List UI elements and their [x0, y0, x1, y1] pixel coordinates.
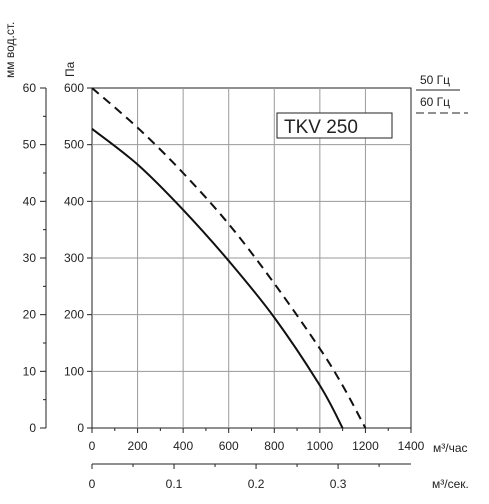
y-tick-label: 300: [64, 251, 84, 265]
y2-tick-label: 50: [23, 138, 37, 152]
y-tick-label: 100: [64, 364, 84, 378]
y2-tick-label: 0: [29, 421, 36, 435]
series-line-60hz: [91, 87, 367, 429]
legend-entry-60hz: 60 Гц: [420, 95, 450, 109]
x2-tick-label: 0.2: [248, 477, 265, 491]
x-tick-label: 200: [128, 439, 148, 453]
x-tick-label: 800: [264, 439, 284, 453]
x-tick-label: 600: [219, 439, 239, 453]
y-tick-label: 0: [77, 421, 84, 435]
x-tick-label: 1200: [352, 439, 379, 453]
y2-tick-label: 40: [23, 194, 37, 208]
x2-tick-label: 0: [89, 477, 96, 491]
grid: [91, 87, 412, 429]
x2-axis-label: м³/сек.: [432, 477, 469, 491]
axes: [40, 87, 412, 469]
y-tick-label: 400: [64, 194, 84, 208]
y2-tick-label: 10: [23, 364, 37, 378]
x-tick-label: 1000: [307, 439, 334, 453]
y2-tick-label: 20: [23, 308, 37, 322]
legend-entry-50hz: 50 Гц: [420, 73, 450, 87]
x2-tick-label: 0.1: [166, 477, 183, 491]
x-tick-label: 0: [89, 439, 96, 453]
x-tick-label: 1400: [398, 439, 425, 453]
x-tick-label: 400: [173, 439, 193, 453]
y2-axis-label: мм вод.ст.: [3, 22, 17, 78]
x2-tick-label: 0.3: [330, 477, 347, 491]
y-tick-label: 500: [64, 138, 84, 152]
y-tick-label: 600: [64, 81, 84, 95]
chart-title: TKV 250: [284, 117, 358, 138]
series-line-50hz: [91, 128, 344, 429]
y-axis-label: Па: [63, 61, 77, 77]
curves: [91, 87, 367, 429]
y-tick-label: 200: [64, 308, 84, 322]
tick-labels: 0 200 400 600 800 1000 1200 1400010020030040050…: [23, 81, 425, 491]
y2-tick-label: 60: [23, 81, 37, 95]
title-box: [276, 112, 393, 139]
y2-tick-label: 30: [23, 251, 37, 265]
x-axis-label: м³/час: [433, 441, 468, 455]
